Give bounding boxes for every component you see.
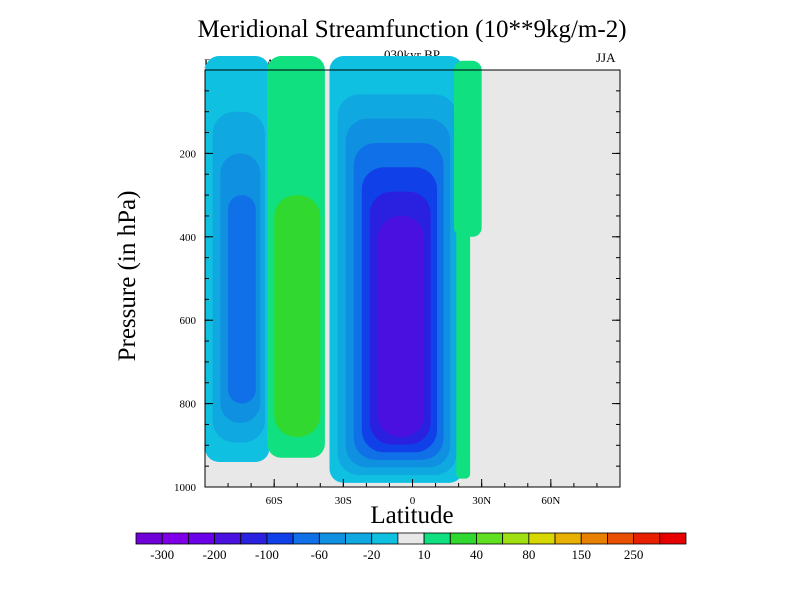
colorbar-swatch — [135, 532, 163, 545]
colorbar-swatch — [187, 532, 215, 545]
colorbar-swatch — [345, 532, 373, 545]
colorbar: -300 -200 -100 -60 -20 10 40 80 150 250 — [135, 532, 687, 562]
colorbar-swatch — [502, 532, 530, 545]
colorbar-swatch — [659, 532, 687, 545]
colorbar-label: 250 — [624, 547, 644, 562]
season-label: JJA — [596, 50, 616, 65]
region-winter-hadley-cell — [329, 56, 464, 483]
region-sh-ferrel-cell — [267, 56, 325, 458]
y-tick-label: 600 — [180, 315, 197, 327]
colorbar-label: 80 — [522, 547, 535, 562]
contour-fill — [274, 195, 321, 437]
colorbar-swatch — [449, 532, 477, 545]
x-tick-label: 30S — [335, 495, 352, 507]
colorbar-swatch — [528, 532, 556, 545]
colorbar-swatch — [633, 532, 661, 545]
x-tick-label: 60N — [541, 495, 560, 507]
colorbar-swatch — [292, 532, 320, 545]
colorbar-swatch — [371, 532, 399, 545]
y-tick-label: 800 — [180, 399, 197, 411]
colorbar-swatch — [554, 532, 582, 545]
x-tick-label: 60S — [266, 495, 283, 507]
region-nh-lower-positive — [456, 177, 471, 479]
colorbar-swatch — [240, 532, 268, 545]
colorbar-label: 40 — [470, 547, 483, 562]
contour-fill — [228, 195, 256, 404]
colorbar-swatch — [161, 532, 189, 545]
x-axis-label: Latitude — [370, 502, 454, 529]
colorbar-label: -100 — [255, 547, 279, 562]
x-tick-label: 0 — [410, 495, 416, 507]
colorbar-swatch — [607, 532, 635, 545]
colorbar-label: -300 — [150, 547, 174, 562]
y-tick-label: 400 — [180, 232, 197, 244]
y-tick-label: 1000 — [174, 482, 197, 494]
colorbar-label: -60 — [311, 547, 328, 562]
contour-fill — [456, 177, 471, 479]
plot-fill-layer — [205, 56, 620, 487]
colorbar-swatch — [423, 532, 451, 545]
colorbar-label: -20 — [363, 547, 380, 562]
colorbar-label: 150 — [571, 547, 591, 562]
x-tick-label: 30N — [472, 495, 491, 507]
colorbar-swatch — [318, 532, 346, 545]
y-tick-label: 200 — [180, 148, 197, 160]
colorbar-swatch — [580, 532, 608, 545]
region-sh-polar-cell — [205, 56, 270, 462]
colorbar-swatch — [476, 532, 504, 545]
contour-fill — [377, 215, 425, 437]
chart-title: Meridional Streamfunction (10**9kg/m-2) — [197, 16, 627, 43]
colorbar-swatch — [266, 532, 294, 545]
colorbar-label: -200 — [203, 547, 227, 562]
colorbar-swatch — [214, 532, 242, 545]
plot-axes-layer: 60S 30S 0 30N 60N 200 400 600 800 1000 — [174, 69, 621, 507]
colorbar-swatch — [397, 532, 425, 545]
colorbar-label: 10 — [418, 547, 431, 562]
